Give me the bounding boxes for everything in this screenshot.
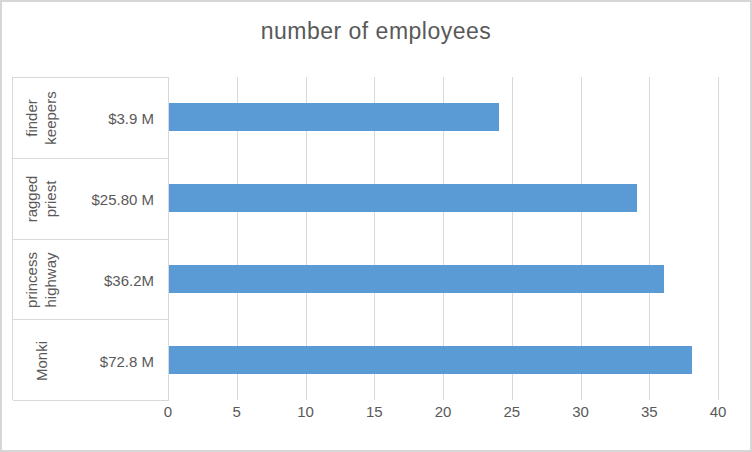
chart-title: number of employees xyxy=(2,18,750,45)
bar xyxy=(169,184,637,212)
category-row: princess highway$36.2M xyxy=(13,240,169,321)
x-tick-label: 0 xyxy=(146,403,190,420)
x-tick-label: 40 xyxy=(696,403,740,420)
value-axis: 0 5 10 15 20 25 30 35 40 xyxy=(2,403,750,427)
x-tick-label: 5 xyxy=(215,403,259,420)
category-row: ragged priest$25.80 M xyxy=(13,159,169,240)
bar xyxy=(169,346,692,374)
category-axis: finder keepers$3.9 Mragged priest$25.80 … xyxy=(12,77,168,400)
x-tick-label: 25 xyxy=(490,403,534,420)
bar xyxy=(169,265,664,293)
bar-chart: number of employees finder keepers$3.9 M… xyxy=(0,0,752,452)
category-value-label: $36.2M xyxy=(44,271,154,288)
category-value-label: $72.8 M xyxy=(44,352,154,369)
plot-area xyxy=(168,77,718,400)
bar xyxy=(169,103,499,131)
x-tick-label: 30 xyxy=(559,403,603,420)
x-tick-label: 20 xyxy=(421,403,465,420)
x-tick-label: 35 xyxy=(627,403,671,420)
category-row: finder keepers$3.9 M xyxy=(13,78,169,159)
category-value-label: $25.80 M xyxy=(44,191,154,208)
x-tick-label: 10 xyxy=(284,403,328,420)
gridline xyxy=(718,77,719,400)
x-tick-label: 15 xyxy=(352,403,396,420)
category-row: Monki$72.8 M xyxy=(13,320,169,401)
category-value-label: $3.9 M xyxy=(44,110,154,127)
